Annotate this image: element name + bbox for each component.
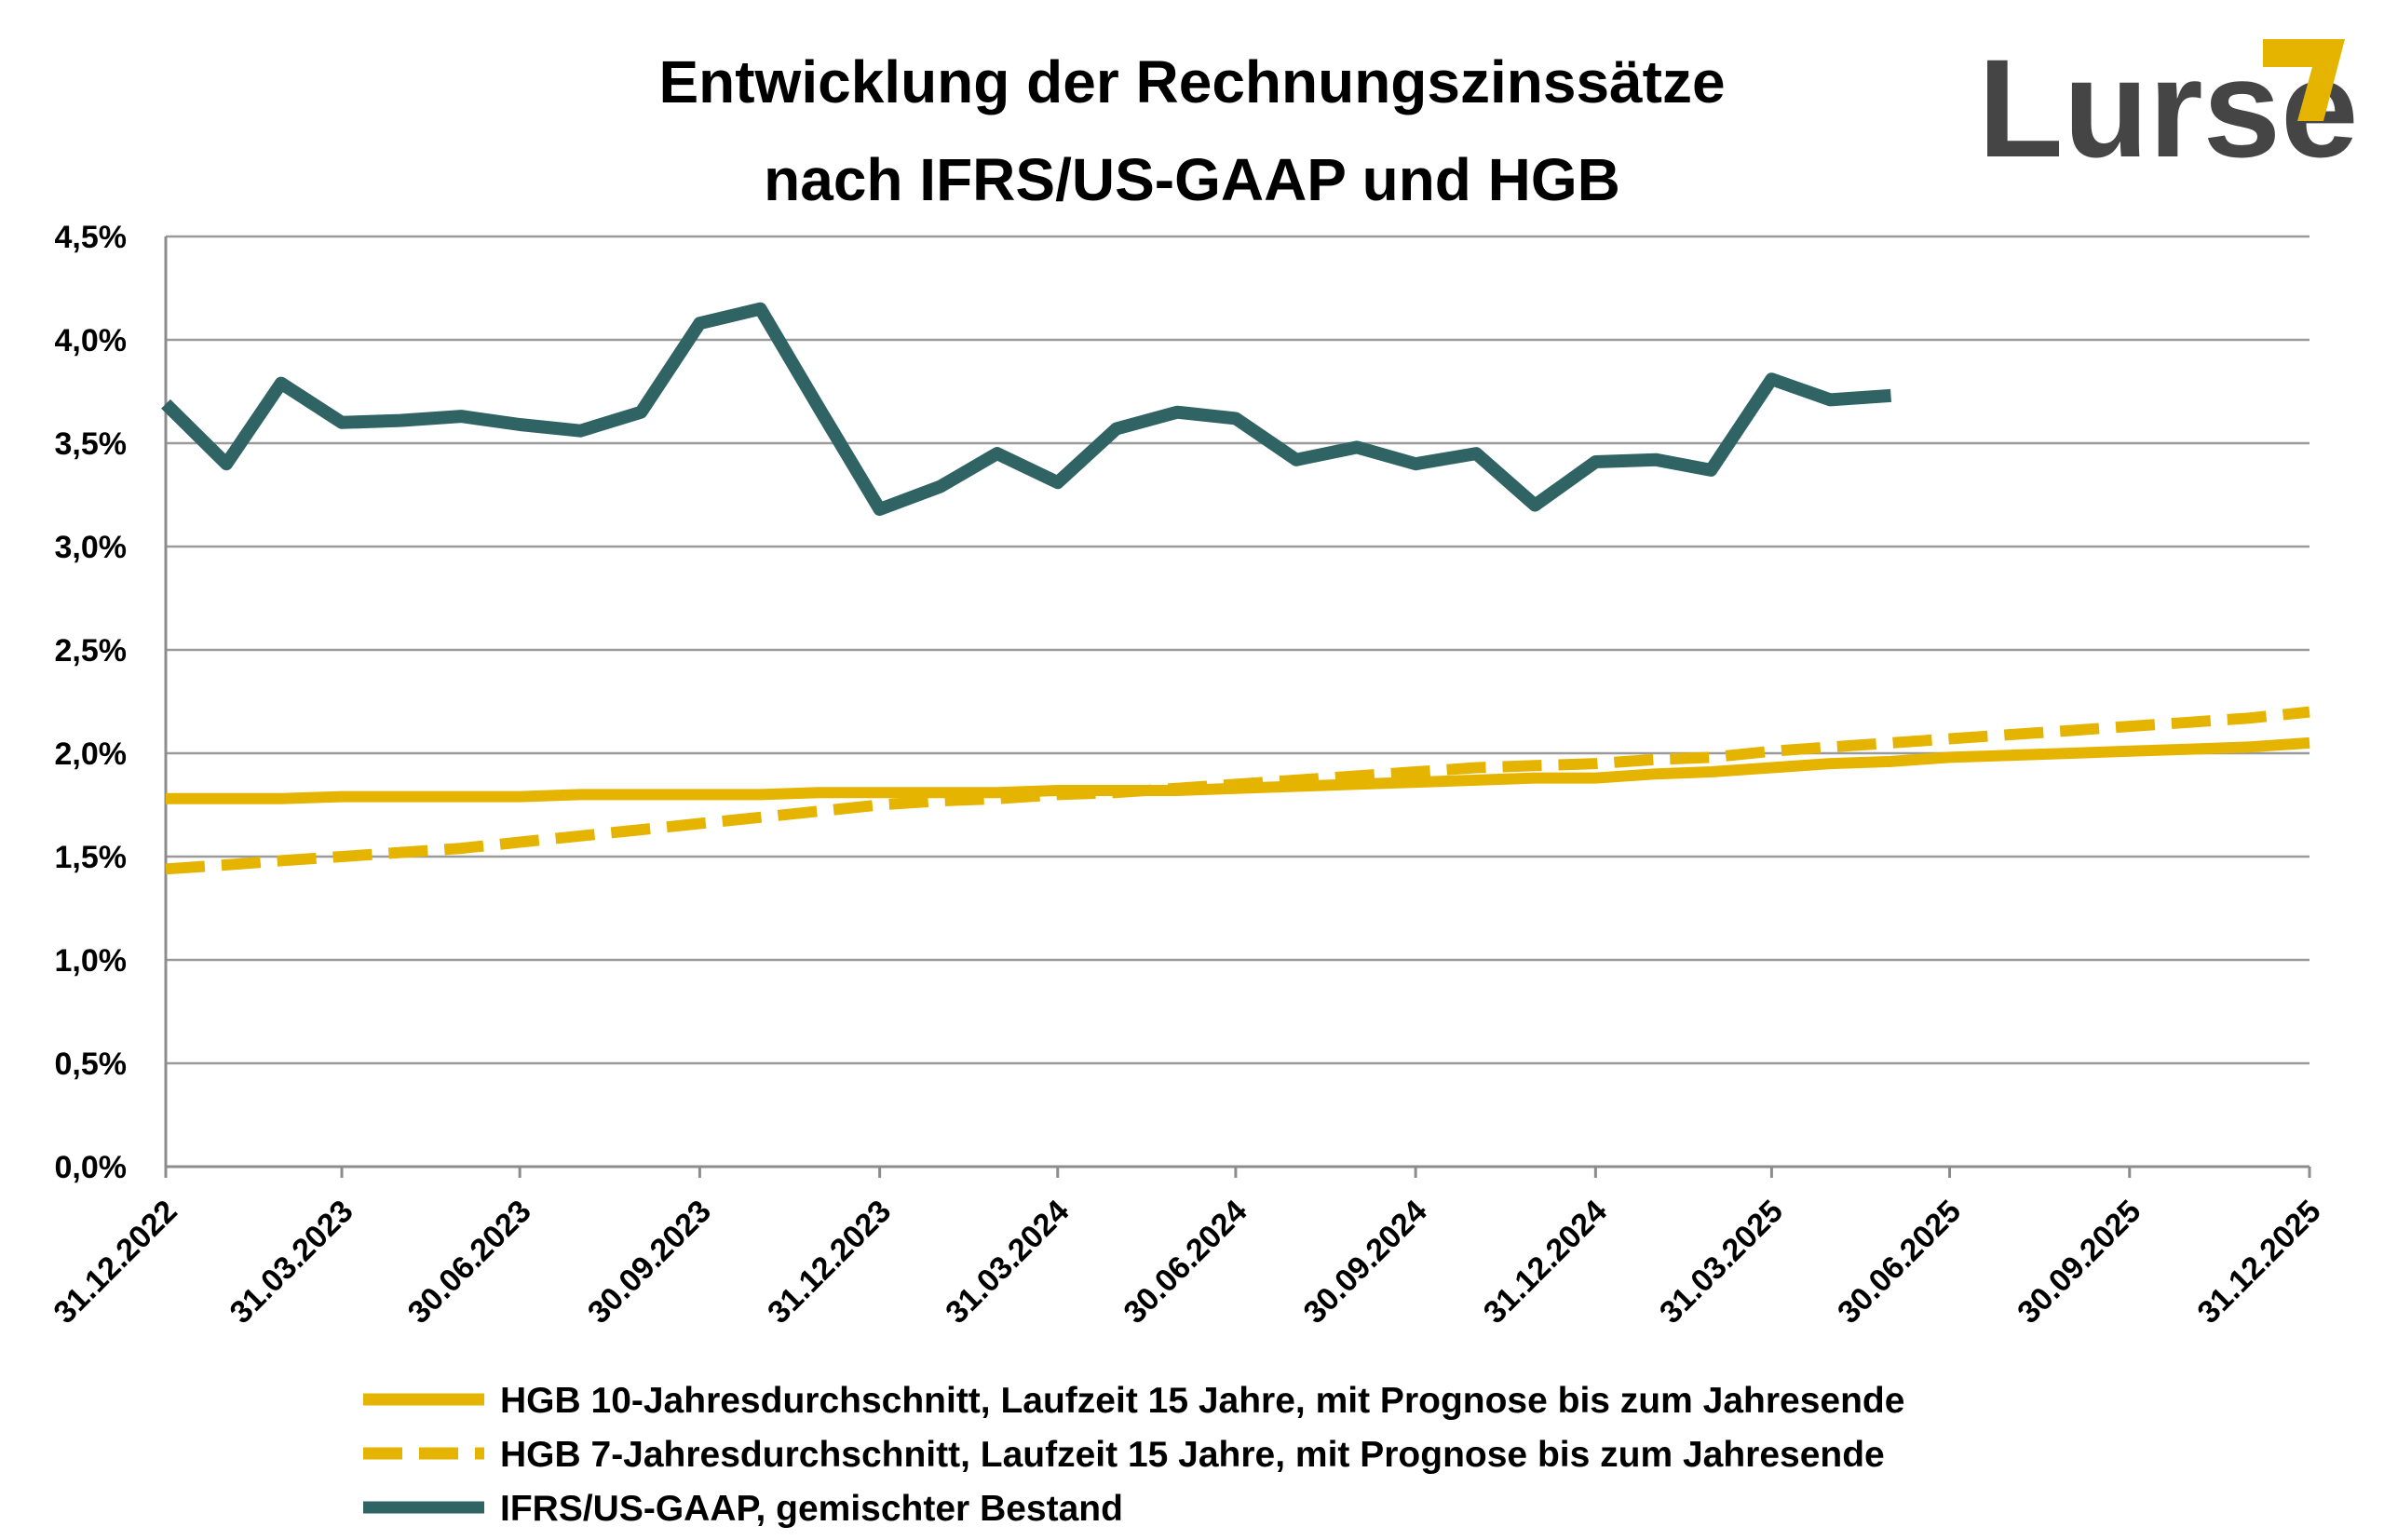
chart-title-line-1: Entwicklung der Rechnungszinssätze xyxy=(658,48,1725,115)
series-line-hgb-7 xyxy=(165,706,2310,875)
logo-accent-mark xyxy=(2263,39,2345,121)
x-tick-label: 31.03.2025 xyxy=(1653,1194,1790,1331)
legend-item-hgb-7: HGB 7-Jahresdurchschnitt, Laufzeit 15 Ja… xyxy=(363,1435,1885,1475)
x-tick-label: 30.06.2023 xyxy=(401,1194,538,1331)
y-tick-label: 0,0% xyxy=(55,1150,128,1185)
y-tick-label: 4,5% xyxy=(55,220,128,255)
x-tick-label: 30.09.2024 xyxy=(1297,1194,1434,1331)
legend: HGB 10-Jahresdurchschnitt, Laufzeit 15 J… xyxy=(363,1381,1904,1529)
x-tick-label: 31.12.2024 xyxy=(1477,1194,1614,1331)
x-tick-label: 30.06.2024 xyxy=(1117,1194,1253,1331)
x-tick-label: 31.12.2023 xyxy=(761,1194,898,1331)
gridlines xyxy=(166,235,2310,1065)
legend-label-ifrs: IFRS/US-GAAP, gemischter Bestand xyxy=(500,1489,1123,1529)
series-lines xyxy=(161,302,2310,875)
x-tick-label: 30.09.2025 xyxy=(2011,1194,2147,1331)
y-tick-label: 3,5% xyxy=(55,426,128,462)
x-tick-label: 31.12.2022 xyxy=(47,1194,183,1331)
y-tick-label: 4,0% xyxy=(55,323,128,358)
legend-label-hgb-10: HGB 10-Jahresdurchschnitt, Laufzeit 15 J… xyxy=(500,1381,1904,1421)
y-tick-label: 1,5% xyxy=(55,840,128,875)
legend-label-hgb-7: HGB 7-Jahresdurchschnitt, Laufzeit 15 Ja… xyxy=(500,1435,1885,1475)
y-tick-label: 0,5% xyxy=(55,1047,128,1082)
y-tick-label: 3,0% xyxy=(55,530,128,565)
series-line-ifrs xyxy=(161,302,1891,516)
y-tick-label: 2,5% xyxy=(55,633,128,669)
chart-title-line-2: nach IFRS/US-GAAP und HGB xyxy=(764,146,1620,213)
series-line-hgb-10 xyxy=(166,736,2310,804)
x-axis-tick-labels: 31.12.2022 31.03.2023 30.06.2023 30.09.2023… xyxy=(47,1194,2327,1331)
y-axis-tick-labels: 0,0% 0,5% 1,0% 1,5% 2,0% 2,5% 3,0% 3,5% 4,0% 4,5% xyxy=(55,220,128,1185)
legend-item-ifrs: IFRS/US-GAAP, gemischter Bestand xyxy=(363,1489,1123,1529)
x-tick-label: 31.12.2025 xyxy=(2190,1194,2327,1331)
y-tick-label: 1,0% xyxy=(55,943,128,979)
y-tick-label: 2,0% xyxy=(55,736,128,772)
lurse-logo: Lurse xyxy=(1978,30,2358,186)
x-tick-label: 31.03.2024 xyxy=(939,1194,1076,1331)
axes xyxy=(164,236,2311,1178)
x-tick-label: 30.09.2023 xyxy=(581,1194,718,1331)
legend-item-hgb-10: HGB 10-Jahresdurchschnitt, Laufzeit 15 J… xyxy=(363,1381,1904,1421)
x-tick-label: 31.03.2023 xyxy=(223,1194,359,1331)
x-tick-label: 30.06.2025 xyxy=(1831,1194,1968,1331)
